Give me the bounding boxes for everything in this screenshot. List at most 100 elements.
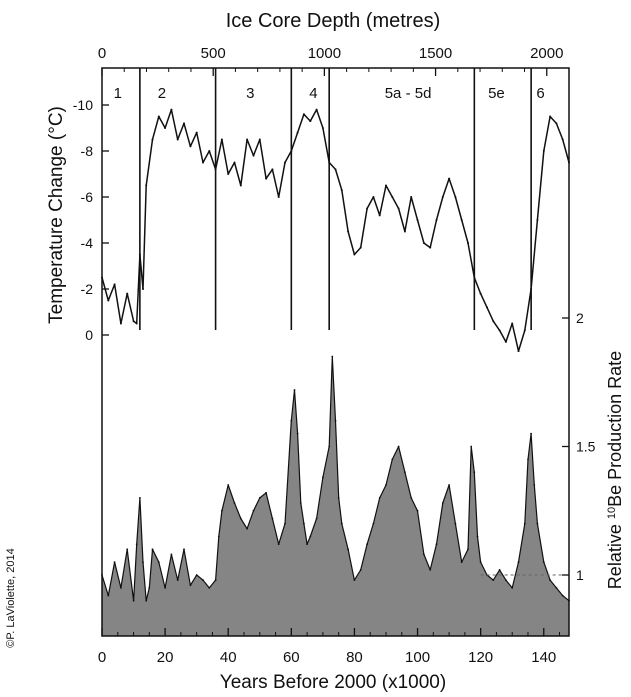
temperature-point — [397, 207, 400, 210]
temperature-point — [126, 292, 129, 295]
be10-point — [397, 445, 400, 448]
be10-point — [542, 561, 545, 563]
temperature-point — [492, 320, 495, 323]
be10-point — [303, 522, 305, 525]
temperature-point — [258, 138, 261, 141]
temperature-point — [290, 150, 293, 152]
be10-point — [208, 587, 211, 589]
be10-point — [517, 561, 520, 563]
be10-point — [120, 587, 122, 589]
be10-point — [460, 561, 463, 563]
left-y-axis-title: Temperature Change (°C) — [46, 106, 67, 324]
temperature-point — [227, 173, 230, 175]
temperature-point — [164, 127, 167, 129]
be10-point — [252, 509, 255, 512]
be10-point — [142, 561, 144, 563]
temperature-point — [246, 138, 249, 141]
temperature-point — [252, 154, 255, 157]
be10-point — [511, 587, 514, 589]
plot-frame — [101, 67, 570, 637]
be10-point — [145, 599, 148, 602]
temperature-point — [328, 161, 331, 164]
temperature-point — [422, 242, 425, 244]
be10-point — [441, 502, 444, 504]
top-axis-tick-label: 1500 — [419, 45, 452, 62]
be10-point — [347, 548, 349, 551]
be10-point — [309, 535, 312, 538]
temperature-point — [454, 196, 457, 198]
be10-point — [315, 517, 318, 520]
temperature-point — [189, 145, 192, 148]
be10-point — [473, 471, 476, 474]
temperature-point — [435, 219, 438, 221]
be10-point — [135, 543, 138, 546]
x-axis-tick-label: 60 — [283, 649, 300, 666]
be10-point — [337, 497, 340, 499]
be10-point — [366, 543, 368, 546]
temperature-layer — [101, 108, 570, 353]
be10-point — [479, 561, 482, 563]
temperature-point — [277, 196, 280, 198]
be10-point — [404, 471, 406, 474]
be10-point — [164, 587, 167, 589]
temperature-point — [214, 168, 217, 171]
temperature-point — [315, 108, 318, 111]
be10-point — [139, 497, 141, 499]
temperature-point — [429, 246, 432, 249]
temperature-point — [511, 322, 514, 325]
x-axis-tick-label: 0 — [98, 649, 106, 666]
x-axis-tick-label: 40 — [220, 649, 237, 666]
be10-point — [527, 458, 529, 461]
be10-point — [467, 548, 469, 551]
temperature-point — [208, 150, 211, 152]
be10-point — [549, 579, 551, 581]
temperature-point — [302, 113, 305, 116]
be10-point — [536, 522, 539, 525]
right-y-axis-tick-label: 1.5 — [576, 439, 596, 455]
be10-point — [277, 543, 280, 546]
be10-layer — [101, 355, 570, 636]
left-y-axis-tick-label: -2 — [81, 281, 94, 297]
stage-label: 6 — [536, 85, 544, 102]
be10-point — [157, 561, 160, 563]
be10-point — [306, 543, 308, 546]
temperature-point — [359, 246, 362, 249]
be10-point — [340, 522, 343, 525]
left-y-axis-tick-label: -8 — [81, 143, 94, 159]
be10-point — [410, 497, 413, 499]
stage-label: 1 — [114, 85, 122, 102]
be10-point — [429, 569, 432, 571]
x-axis-tick-label: 140 — [531, 649, 556, 666]
be10-line — [101, 355, 570, 602]
be10-point — [378, 497, 381, 499]
temperature-point — [473, 276, 476, 279]
temperature-point — [296, 131, 299, 134]
temperature-point — [441, 196, 444, 198]
x-axis-tick-label: 120 — [468, 649, 493, 666]
stage-label: 5e — [488, 85, 505, 102]
be10-point — [176, 579, 179, 581]
temperature-point — [460, 219, 463, 221]
right-y-title-main: Relative — [605, 519, 625, 589]
be10-point — [505, 579, 507, 581]
be10-point — [416, 509, 419, 512]
x-axis-tick-label: 80 — [346, 649, 363, 666]
be10-point — [561, 594, 564, 597]
be10-point — [107, 594, 110, 597]
temperature-point — [353, 253, 356, 256]
temperature-point — [536, 219, 539, 221]
be10-point — [258, 497, 261, 499]
be10-point — [290, 419, 293, 422]
temperature-point — [403, 230, 406, 233]
temperature-point — [467, 242, 469, 244]
temperature-point — [416, 219, 419, 221]
be10-point — [372, 522, 375, 525]
be10-point — [189, 584, 192, 587]
temperature-point — [334, 168, 337, 171]
be10-point — [498, 569, 501, 571]
temperature-point — [107, 299, 110, 302]
be10-point — [271, 517, 274, 520]
temperature-point — [321, 127, 324, 129]
temperature-point — [479, 292, 482, 295]
